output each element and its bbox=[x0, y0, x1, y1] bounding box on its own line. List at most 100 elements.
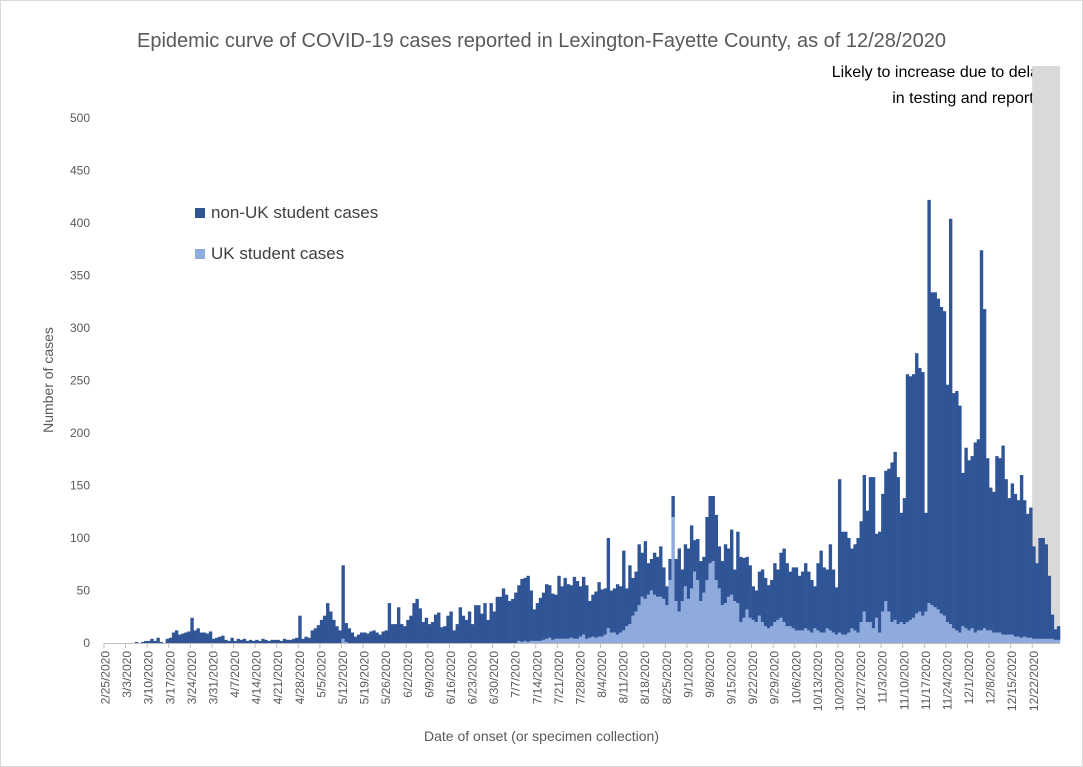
bar-uk-students bbox=[927, 603, 931, 643]
bar-non-uk-students bbox=[498, 596, 503, 643]
bar-non-uk-students bbox=[797, 575, 802, 631]
bar-uk-students bbox=[825, 628, 830, 643]
x-tick-label: 8/4/2020 bbox=[595, 651, 609, 698]
bar-uk-students bbox=[711, 561, 715, 643]
bar-uk-students bbox=[948, 624, 953, 643]
chart-title: Epidemic curve of COVID-19 cases reporte… bbox=[137, 30, 946, 52]
bar-non-uk-students bbox=[742, 557, 746, 618]
x-tick-label: 7/21/2020 bbox=[552, 651, 566, 705]
bar-uk-students bbox=[992, 632, 996, 643]
bar-uk-students bbox=[597, 636, 601, 643]
bar-non-uk-students bbox=[640, 552, 644, 597]
bar-non-uk-students bbox=[890, 462, 894, 622]
bar-uk-students bbox=[705, 580, 709, 643]
bar-non-uk-students bbox=[985, 458, 990, 631]
bar-non-uk-students bbox=[1032, 546, 1036, 639]
bar-non-uk-students bbox=[403, 626, 407, 643]
bar-uk-students bbox=[810, 632, 814, 643]
bar-uk-students bbox=[643, 598, 648, 643]
bar-uk-students bbox=[807, 630, 811, 643]
bar-non-uk-students bbox=[178, 634, 182, 643]
bar-non-uk-students bbox=[1050, 614, 1055, 639]
bar-non-uk-students bbox=[600, 589, 604, 637]
bar-non-uk-students bbox=[538, 597, 543, 641]
bar-non-uk-students bbox=[834, 587, 839, 635]
bar-non-uk-students bbox=[230, 637, 234, 643]
bar-non-uk-students bbox=[387, 603, 392, 643]
bar-uk-students bbox=[622, 630, 626, 643]
x-tick-label: 9/8/2020 bbox=[703, 651, 717, 698]
bar-non-uk-students bbox=[319, 619, 324, 643]
bar-non-uk-students bbox=[396, 607, 401, 643]
bar-uk-students bbox=[1041, 638, 1045, 643]
bar-uk-students bbox=[751, 619, 755, 643]
bar-non-uk-students bbox=[680, 569, 685, 601]
bar-non-uk-students bbox=[393, 624, 398, 643]
bar-non-uk-students bbox=[757, 571, 762, 616]
bar-uk-students bbox=[834, 634, 839, 643]
bar-non-uk-students bbox=[412, 603, 416, 643]
bar-non-uk-students bbox=[942, 311, 947, 616]
bar-uk-students bbox=[733, 601, 737, 643]
bar-non-uk-students bbox=[578, 586, 583, 637]
bar-uk-students bbox=[813, 628, 817, 643]
bar-non-uk-students bbox=[526, 575, 530, 642]
bar-uk-students bbox=[569, 637, 574, 643]
bar-non-uk-students bbox=[285, 639, 290, 643]
bar-non-uk-students bbox=[384, 630, 389, 643]
bar-non-uk-students bbox=[224, 639, 228, 643]
bar-uk-students bbox=[544, 638, 549, 643]
bar-non-uk-students bbox=[409, 615, 413, 643]
bar-non-uk-students bbox=[341, 565, 345, 639]
bar-non-uk-students bbox=[171, 632, 176, 643]
bar-non-uk-students bbox=[794, 567, 799, 631]
bar-non-uk-students bbox=[464, 619, 469, 643]
bar-uk-students bbox=[578, 636, 583, 643]
bar-uk-students bbox=[341, 638, 345, 643]
bar-non-uk-students bbox=[474, 605, 478, 643]
x-tick-label: 12/22/2020 bbox=[1027, 651, 1041, 711]
bar-uk-students bbox=[936, 609, 941, 643]
bar-non-uk-students bbox=[501, 588, 506, 643]
bar-non-uk-students bbox=[905, 374, 910, 622]
bar-non-uk-students bbox=[430, 622, 435, 643]
x-tick-label: 10/6/2020 bbox=[789, 651, 803, 705]
bar-non-uk-students bbox=[874, 533, 879, 618]
bar-non-uk-students bbox=[332, 619, 336, 643]
x-tick-label: 3/31/2020 bbox=[206, 651, 220, 705]
bar-uk-students bbox=[674, 601, 678, 643]
bar-uk-students bbox=[853, 630, 857, 643]
bar-non-uk-students bbox=[233, 640, 237, 643]
bar-uk-students bbox=[847, 632, 851, 643]
bar-non-uk-students bbox=[1041, 538, 1045, 639]
bar-non-uk-students bbox=[649, 559, 654, 591]
bar-non-uk-students bbox=[884, 470, 888, 601]
bar-uk-students bbox=[717, 588, 722, 643]
bar-non-uk-students bbox=[958, 405, 962, 633]
bar-uk-students bbox=[1007, 634, 1011, 643]
bar-non-uk-students bbox=[557, 575, 561, 639]
bar-non-uk-students bbox=[517, 585, 521, 641]
bar-uk-students bbox=[776, 619, 780, 643]
bar-non-uk-students bbox=[307, 637, 311, 643]
x-tick-label: 9/29/2020 bbox=[768, 651, 782, 705]
x-tick-label: 5/12/2020 bbox=[336, 651, 350, 705]
x-tick-label: 8/11/2020 bbox=[617, 651, 631, 704]
bar-uk-students bbox=[1038, 638, 1042, 643]
bar-non-uk-students bbox=[791, 567, 796, 629]
bar-uk-students bbox=[1056, 639, 1061, 643]
bar-uk-students bbox=[603, 634, 607, 643]
bar-uk-students bbox=[788, 626, 793, 643]
bar-uk-students bbox=[770, 626, 774, 643]
bar-non-uk-students bbox=[421, 622, 426, 643]
bar-uk-students bbox=[582, 634, 586, 643]
bar-uk-students bbox=[594, 637, 598, 643]
x-tick-label: 10/20/2020 bbox=[833, 651, 847, 711]
bar-uk-students bbox=[677, 611, 681, 643]
x-tick-label: 12/8/2020 bbox=[984, 651, 998, 705]
bar-uk-students bbox=[800, 630, 805, 643]
bar-non-uk-students bbox=[221, 635, 225, 643]
bar-non-uk-students bbox=[597, 582, 601, 637]
bar-non-uk-students bbox=[609, 590, 614, 633]
bar-non-uk-students bbox=[831, 569, 836, 633]
